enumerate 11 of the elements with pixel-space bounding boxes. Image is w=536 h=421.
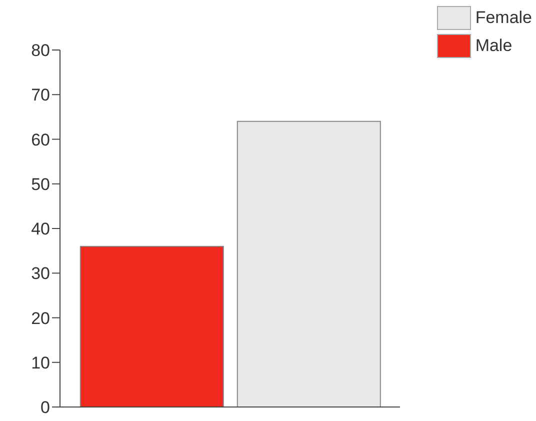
legend-label: Male: [475, 36, 512, 56]
y-tick-label: 10: [31, 353, 50, 372]
y-tick-label: 30: [31, 264, 50, 284]
y-tick-label: 80: [31, 41, 50, 60]
legend-label: Female: [475, 8, 532, 28]
y-tick-label: 50: [31, 174, 50, 194]
y-tick-label: 60: [31, 130, 50, 150]
y-tick-label: 70: [31, 86, 50, 105]
y-tick-label: 40: [31, 220, 50, 239]
y-tick-label: 20: [31, 308, 50, 328]
y-tick-label: 0: [40, 398, 50, 418]
